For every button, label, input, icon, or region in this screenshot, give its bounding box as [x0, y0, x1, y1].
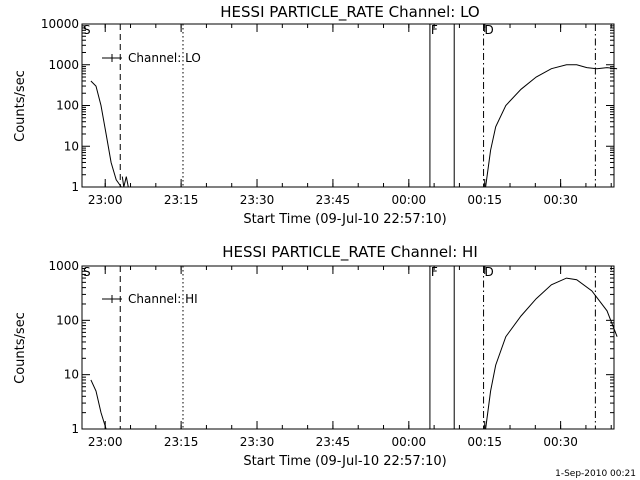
hi-x-axis-label: Start Time (09-Jul-10 22:57:10) [243, 454, 446, 469]
hi-rate-series-line [90, 379, 107, 430]
lo-channel-panel: HESSI PARTICLE_RATE Channel: LO Counts/s… [13, 3, 618, 227]
hi-y-tick-label: 1000 [48, 259, 79, 273]
hi-y-axis-label: Counts/sec [13, 312, 28, 384]
lo-plot-frame [81, 23, 615, 188]
hi-x-tick-label: 23:30 [240, 435, 275, 449]
hi-event-marker-label: F [431, 265, 438, 279]
hi-legend: Channel: HI [102, 292, 198, 306]
generated-timestamp: 1-Sep-2010 00:21 [555, 469, 636, 479]
hi-ticks: 1 10 100 1000 23:00 23:15 23:30 23:45 00:00 00:15… [48, 259, 614, 449]
lo-x-tick-label: 23:00 [88, 193, 123, 207]
lo-event-marker-label: D [485, 23, 494, 37]
lo-x-axis-label: Start Time (09-Jul-10 22:57:10) [243, 212, 446, 227]
hi-x-tick-label: 23:15 [164, 435, 199, 449]
hi-x-tick-label: 00:00 [392, 435, 427, 449]
lo-y-tick-label: 10 [64, 139, 79, 153]
hi-series [90, 277, 618, 430]
lo-rate-series-line [121, 176, 129, 188]
hi-legend-label: Channel: HI [128, 292, 198, 306]
lo-chart-title: HESSI PARTICLE_RATE Channel: LO [220, 3, 479, 22]
hi-x-tick-label: 23:00 [88, 435, 123, 449]
hi-markers: F DS [83, 265, 596, 429]
lo-markers: F DS [83, 23, 596, 187]
hi-x-tick-label: 23:45 [316, 435, 351, 449]
hi-plot-frame [81, 265, 615, 430]
lo-rate-series-line [90, 80, 122, 188]
hi-corner-label: S [83, 265, 91, 279]
lo-x-tick-label: 23:30 [240, 193, 275, 207]
lo-y-tick-label: 10000 [41, 17, 79, 31]
lo-y-tick-label: 1000 [48, 58, 79, 72]
lo-x-tick-label: 00:00 [392, 193, 427, 207]
lo-y-axis-label: Counts/sec [13, 70, 28, 142]
lo-corner-label: S [83, 23, 91, 37]
hi-chart-title: HESSI PARTICLE_RATE Channel: HI [222, 243, 478, 262]
lo-ticks: 1 10 100 1000 10000 23:00 23:15 23:30 23:45 00:00… [41, 17, 614, 207]
lo-y-tick-label: 1 [71, 180, 79, 194]
hi-channel-panel: HESSI PARTICLE_RATE Channel: HI Counts/s… [13, 243, 618, 469]
hi-event-marker-label: D [485, 265, 494, 279]
lo-x-tick-label: 23:15 [164, 193, 199, 207]
lo-legend-label: Channel: LO [128, 51, 201, 65]
lo-x-tick-label: 00:15 [467, 193, 502, 207]
lo-y-tick-label: 100 [56, 99, 79, 113]
hi-y-tick-label: 1 [71, 422, 79, 436]
lo-event-marker-label: F [431, 23, 438, 37]
hi-y-tick-label: 10 [64, 368, 79, 382]
lo-series [90, 64, 618, 188]
hi-rate-series-line [485, 277, 618, 430]
hi-x-tick-label: 00:15 [467, 435, 502, 449]
lo-x-tick-label: 00:30 [543, 193, 578, 207]
lo-rate-series-line [485, 64, 618, 188]
hi-y-tick-label: 100 [56, 313, 79, 327]
lo-x-tick-label: 23:45 [316, 193, 351, 207]
lo-legend: Channel: LO [102, 51, 201, 65]
hi-x-tick-label: 00:30 [543, 435, 578, 449]
